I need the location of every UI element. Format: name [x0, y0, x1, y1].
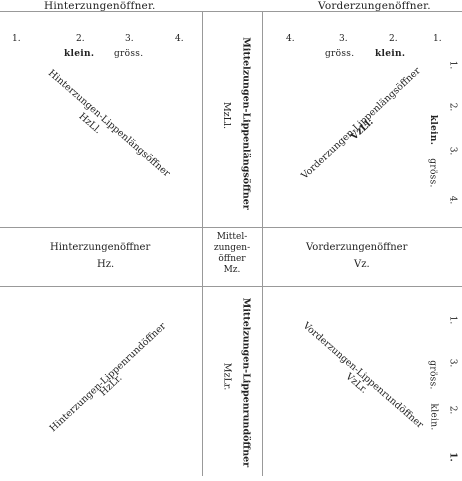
vz-lr-side-number-2: 2.	[447, 405, 458, 415]
right-column-divider	[262, 11, 263, 476]
vz-side-number-4: 4.	[447, 195, 458, 205]
lower-divider	[0, 286, 462, 287]
mz-abbr: Mz.	[223, 265, 241, 275]
hz-size-klein: klein.	[64, 49, 95, 59]
vz-size-gross: gröss.	[325, 49, 355, 59]
vorderzungen-header: Vorderzungenöffner.	[318, 0, 431, 12]
hz-lippenlaengs-diagonal: Hinterzungen-Lippenlängsöffner	[45, 67, 173, 180]
vz-side-number-3: 3.	[447, 146, 458, 156]
mz-line-2: zungen-	[213, 243, 251, 253]
mz-line-3: öffner	[218, 254, 246, 264]
vz-lippenrund-diagonal: Vorderzungen-Lippenrundöffner	[300, 320, 426, 431]
vz-side-number-1: 1.	[447, 60, 458, 70]
top-rule	[0, 11, 462, 12]
mz-lippenrund-abbr: MzLr.	[221, 362, 233, 391]
vz-number-3: 3.	[339, 34, 348, 44]
vz-number-2: 2.	[389, 34, 398, 44]
mz-lippenrund-vertical: Mittelzungen-Lippenrundöffner	[240, 297, 252, 468]
vz-abbr: Vz.	[354, 259, 370, 270]
vz-side-number-2: 2.	[447, 102, 458, 112]
vz-lr-side-number-1b: 1.	[447, 452, 458, 462]
vz-lr-side-size-gross: gröss.	[427, 360, 438, 390]
hz-number-1: 1.	[12, 34, 21, 44]
vz-label: Vorderzungenöffner	[306, 242, 408, 253]
vz-side-size-gross: gröss.	[427, 158, 438, 188]
vz-number-1: 1.	[433, 34, 442, 44]
vz-lr-side-number-1a: 1.	[447, 315, 458, 325]
mz-line-1: Mittel-	[216, 232, 248, 242]
hz-abbr: Hz.	[97, 259, 115, 270]
hinterzungen-header: Hinterzungenöffner.	[44, 0, 156, 12]
hz-number-3: 3.	[125, 34, 134, 44]
hz-lippenrund-diagonal: Hinterzungen-Lippenrundöffner	[47, 320, 169, 435]
vz-number-4: 4.	[286, 34, 295, 44]
hz-size-gross: gröss.	[114, 49, 144, 59]
upper-divider	[0, 227, 462, 228]
vz-size-klein: klein.	[375, 49, 406, 59]
hz-label: Hinterzungenöffner	[50, 242, 151, 253]
mz-lippenlaengs-vertical: Mittelzungen-Lippenlängsöffner	[240, 37, 252, 210]
hz-number-2: 2.	[76, 34, 85, 44]
mz-lippenlaengs-abbr: MzLl.	[221, 101, 233, 130]
vz-side-size-klein: klein.	[428, 114, 439, 146]
left-column-divider	[202, 11, 203, 476]
vz-lippenlaengs-abbr: VzLl.	[348, 116, 376, 143]
vz-lr-side-size-klein: klein.	[428, 403, 439, 431]
hz-number-4: 4.	[175, 34, 184, 44]
vz-lr-side-number-3: 3.	[447, 358, 458, 368]
